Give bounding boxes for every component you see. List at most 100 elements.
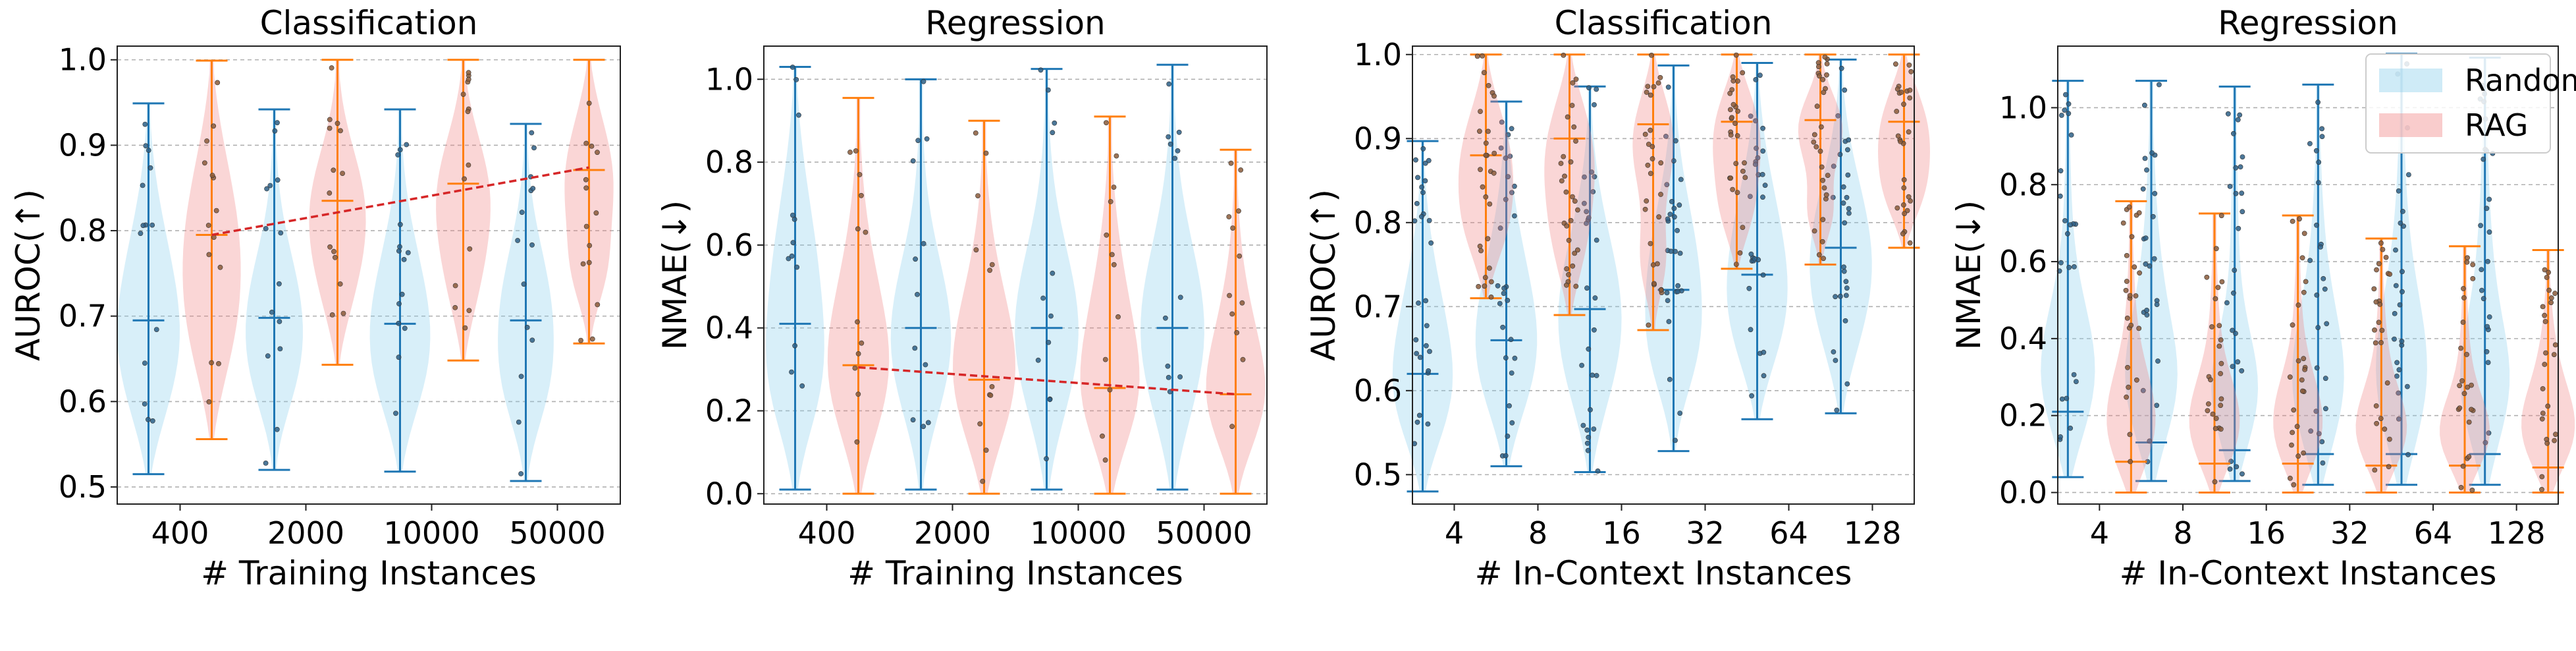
y-axis-label: NMAE(↓): [656, 200, 694, 350]
data-point-rag: [2470, 275, 2476, 281]
data-point-rag: [2204, 274, 2210, 280]
data-point-random: [1586, 85, 1592, 91]
data-point-rag: [1486, 266, 1492, 271]
data-point-random: [1583, 221, 1589, 226]
data-point-random: [1414, 200, 1420, 206]
data-point-rag: [2373, 299, 2379, 305]
data-point-random: [1499, 119, 1505, 125]
data-point-rag: [2120, 220, 2126, 226]
data-point-random: [1592, 174, 1597, 180]
y-axis-label: AUROC(↑): [1304, 189, 1343, 361]
data-point-random: [2322, 376, 2328, 382]
data-point-rag: [989, 384, 995, 389]
data-point-rag: [1819, 164, 1825, 170]
data-point-rag: [1642, 206, 1648, 212]
data-point-random: [530, 186, 536, 191]
data-point-rag: [2213, 426, 2218, 432]
data-point-random: [2240, 209, 2245, 215]
data-point-rag: [1658, 192, 1663, 197]
data-point-random: [2400, 208, 2405, 214]
data-point-random: [2479, 287, 2484, 293]
data-point-random: [2240, 471, 2245, 477]
data-point-random: [1166, 134, 1171, 140]
data-point-rag: [2470, 262, 2476, 268]
data-point-random: [1589, 169, 1594, 175]
data-point-random: [2142, 156, 2148, 161]
data-point-random: [789, 253, 795, 259]
x-tick-label: 128: [2488, 515, 2546, 551]
data-point-rag: [2458, 345, 2463, 351]
x-axis-label: # In-Context Instances: [1475, 554, 1852, 592]
data-point-random: [910, 158, 916, 164]
data-point-random: [275, 120, 280, 126]
data-point-random: [2235, 117, 2241, 123]
data-point-random: [1050, 270, 1056, 276]
data-point-random: [1420, 190, 1426, 195]
data-point-rag: [1824, 72, 1829, 78]
data-point-random: [2068, 222, 2074, 228]
data-point-rag: [859, 192, 864, 198]
data-point-rag: [1892, 61, 1898, 67]
data-point-random: [1175, 148, 1181, 154]
data-point-random: [1675, 289, 1680, 295]
data-point-random: [1678, 177, 1684, 183]
data-point-rag: [852, 365, 858, 371]
data-point-rag: [1894, 109, 1900, 114]
data-point-random: [2322, 286, 2328, 292]
data-point-random: [396, 320, 402, 326]
chart-panel-2: 0.0 0.2 0.4 0.6 0.8 1.0 400 2000 10000 50000 Regre…: [656, 4, 1268, 592]
data-point-rag: [1648, 127, 1653, 133]
y-tick-label: 1.0: [705, 61, 753, 97]
data-point-random: [1166, 81, 1172, 87]
x-tick-label: 2000: [267, 515, 344, 551]
data-point-random: [1050, 130, 1056, 136]
data-point-random: [518, 471, 523, 476]
data-point-random: [2068, 426, 2073, 431]
data-point-random: [1047, 397, 1053, 403]
data-point-rag: [1817, 148, 1823, 154]
data-point-rag: [983, 447, 989, 453]
data-point-rag: [1239, 300, 1245, 306]
data-point-rag: [1474, 53, 1480, 59]
data-point-random: [2140, 186, 2146, 192]
data-point-rag: [1568, 159, 1574, 165]
data-point-rag: [332, 254, 338, 260]
data-point-random: [1428, 240, 1434, 246]
data-point-random: [1579, 362, 1584, 368]
data-point-rag: [2128, 322, 2134, 328]
data-point-rag: [2460, 463, 2466, 469]
data-point-rag: [1907, 240, 1913, 246]
data-point-rag: [2136, 210, 2142, 215]
data-point-rag: [1824, 61, 1830, 67]
data-point-rag: [2289, 442, 2294, 448]
data-point-rag: [1658, 160, 1664, 166]
data-point-rag: [2127, 293, 2133, 298]
data-point-rag: [1734, 190, 1740, 195]
data-point-rag: [2546, 287, 2552, 293]
y-tick-label: 0.6: [1354, 373, 1402, 409]
data-point-random: [2073, 379, 2079, 384]
y-tick-label: 0.9: [1354, 121, 1402, 156]
data-point-random: [1844, 147, 1850, 153]
data-point-rag: [1107, 387, 1113, 393]
data-point-rag: [1728, 175, 1734, 181]
data-point-rag: [1650, 144, 1655, 150]
x-tick-label: 10000: [1030, 515, 1126, 551]
data-point-random: [1590, 372, 1595, 378]
data-point-random: [2479, 267, 2484, 272]
data-point-rag: [2210, 411, 2216, 417]
data-point-rag: [1651, 84, 1657, 90]
data-point-random: [2152, 190, 2158, 196]
data-point-random: [396, 301, 402, 306]
data-point-rag: [1483, 152, 1489, 158]
data-point-random: [1419, 184, 1424, 190]
data-point-rag: [452, 304, 458, 310]
data-point-random: [142, 121, 148, 127]
data-point-random: [2314, 222, 2319, 228]
y-tick-label: 0.8: [1354, 205, 1402, 241]
data-point-random: [1671, 214, 1677, 220]
data-point-rag: [2540, 304, 2546, 310]
data-point-rag: [1730, 186, 1735, 192]
data-point-rag: [327, 125, 333, 131]
data-point-random: [1495, 283, 1501, 289]
